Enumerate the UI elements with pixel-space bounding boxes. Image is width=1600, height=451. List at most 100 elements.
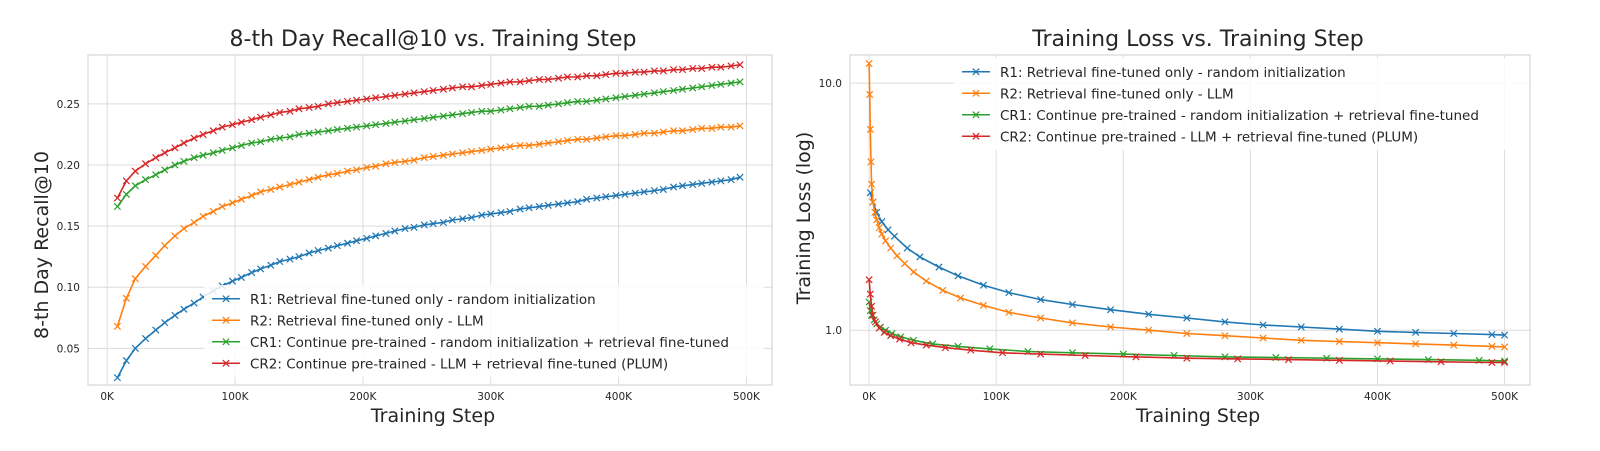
loss-chart: Training Loss vs. Training Step Training… — [793, 27, 1531, 427]
recall-point-r2 — [343, 167, 352, 175]
loss-point-r2 — [939, 286, 947, 294]
recall-point-cr2 — [314, 102, 322, 110]
loss-point-r1 — [935, 263, 943, 271]
recall-point-r1 — [563, 199, 572, 207]
recall-point-cr1 — [602, 95, 610, 103]
recall-point-r1 — [708, 178, 716, 186]
recall-point-r2 — [563, 136, 572, 145]
loss-series-line-cr2 — [868, 279, 1505, 364]
recall-point-r1 — [458, 215, 467, 223]
loss-point-r2 — [881, 237, 890, 245]
recall-chart: 8-th Day Recall@10 vs. Training Step Tra… — [31, 27, 773, 427]
recall-point-cr2 — [727, 62, 735, 70]
recall-point-r1 — [698, 179, 706, 187]
recall-point-r1 — [410, 223, 418, 231]
recall-point-r1 — [554, 200, 563, 208]
loss-point-cr2 — [871, 318, 880, 326]
recall-point-cr2 — [593, 72, 601, 80]
loss-point-r1 — [1183, 314, 1191, 322]
recall-point-r1 — [525, 204, 533, 212]
recall-point-r2 — [458, 149, 467, 157]
recall-point-r2 — [708, 124, 716, 132]
loss-point-r2 — [1106, 323, 1115, 331]
loss-point-cr2 — [1183, 354, 1191, 362]
recall-point-cr2 — [698, 64, 706, 73]
recall-legend-label-r2: R2: Retrieval fine-tuned only - LLM — [250, 313, 484, 329]
loss-point-r2 — [1037, 314, 1045, 322]
recall-point-r2 — [525, 141, 533, 150]
recall-point-cr2 — [161, 149, 169, 157]
recall-point-cr2 — [256, 113, 265, 121]
loss-point-r1 — [1005, 288, 1013, 297]
loss-point-r1 — [954, 272, 962, 280]
loss-point-r2 — [1005, 308, 1013, 317]
recall-xtick-label: 200K — [349, 391, 377, 403]
recall-point-cr1 — [295, 130, 303, 139]
recall-point-cr1 — [161, 166, 169, 174]
recall-point-cr2 — [343, 97, 352, 106]
recall-point-cr1 — [631, 91, 639, 99]
loss-ytick-label: 1.0 — [825, 325, 842, 337]
recall-point-r2 — [199, 212, 207, 220]
loss-point-r2 — [901, 259, 909, 268]
recall-point-cr1 — [209, 149, 217, 157]
recall-point-cr1 — [363, 122, 371, 130]
loss-point-cr2 — [866, 290, 874, 298]
recall-ytick-label: 0.05 — [57, 343, 80, 355]
loss-point-cr2 — [880, 328, 888, 336]
recall-chart-ylabel: 8-th Day Recall@10 — [31, 151, 53, 339]
recall-point-r2 — [621, 132, 629, 140]
recall-point-r1 — [544, 201, 552, 209]
recall-point-r2 — [727, 123, 735, 131]
recall-point-r2 — [640, 129, 648, 137]
loss-point-cr2 — [922, 341, 930, 349]
recall-point-cr2 — [448, 84, 456, 92]
loss-point-r1 — [1450, 329, 1458, 338]
recall-point-r2 — [487, 145, 495, 153]
recall-point-r2 — [314, 173, 322, 181]
loss-legend-marker-r1 — [972, 68, 980, 76]
recall-point-r2 — [602, 133, 610, 141]
recall-point-r1 — [363, 234, 371, 242]
recall-point-cr2 — [295, 105, 303, 113]
recall-point-cr2 — [131, 167, 139, 175]
loss-point-r1 — [1488, 330, 1496, 339]
loss-point-cr2 — [1037, 350, 1045, 358]
recall-point-cr1 — [305, 129, 313, 137]
recall-point-cr1 — [458, 110, 467, 118]
loss-series-line-r1 — [869, 192, 1505, 336]
recall-point-r1 — [516, 205, 524, 213]
loss-point-r2 — [865, 59, 873, 68]
recall-point-r1 — [256, 265, 265, 273]
recall-point-cr1 — [276, 134, 284, 142]
loss-point-r2 — [1488, 342, 1496, 350]
recall-point-cr2 — [141, 160, 150, 168]
loss-legend-label-cr2: CR2: Continue pre-trained - LLM + retrie… — [1000, 129, 1418, 145]
recall-point-r1 — [180, 305, 188, 313]
recall-chart-title: 8-th Day Recall@10 vs. Training Step — [230, 27, 637, 52]
recall-point-cr2 — [640, 68, 648, 76]
recall-point-r1 — [286, 255, 294, 263]
recall-point-cr1 — [689, 84, 697, 92]
recall-point-cr1 — [544, 101, 552, 109]
recall-point-r1 — [382, 229, 390, 238]
loss-point-cr2 — [907, 339, 915, 347]
recall-point-r2 — [113, 322, 122, 330]
recall-point-r1 — [343, 239, 352, 247]
recall-point-cr1 — [516, 103, 524, 112]
recall-point-r1 — [602, 193, 610, 201]
loss-point-r2 — [878, 230, 886, 238]
recall-legend-marker-r2 — [222, 316, 230, 324]
recall-point-r1 — [190, 299, 198, 307]
recall-point-cr1 — [199, 151, 207, 159]
recall-point-r2 — [305, 176, 313, 184]
recall-point-r1 — [314, 246, 322, 255]
recall-point-cr1 — [122, 190, 130, 198]
recall-point-cr1 — [563, 99, 572, 107]
recall-ytick-label: 0.20 — [57, 160, 80, 172]
loss-point-r1 — [1297, 323, 1305, 331]
recall-point-r1 — [621, 190, 629, 198]
recall-point-r1 — [267, 261, 275, 269]
loss-point-r2 — [893, 252, 901, 260]
